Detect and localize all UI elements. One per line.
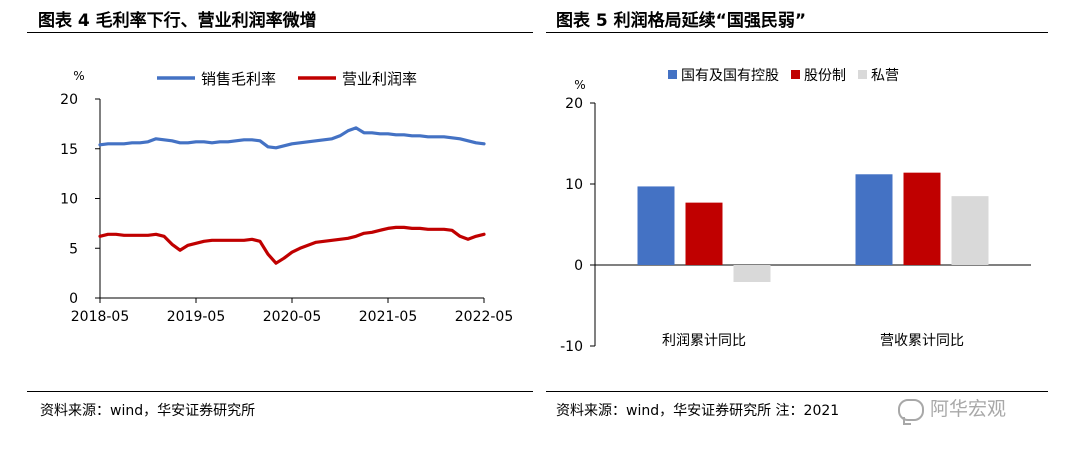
y-tick-label: 20 (565, 96, 583, 112)
left-source-note: 资料来源：wind，华安证券研究所 (40, 403, 256, 419)
y-unit-label: % (574, 78, 585, 92)
bar (855, 174, 893, 265)
bar (903, 172, 941, 265)
legend-swatch (668, 70, 677, 79)
y-tick-label: -10 (560, 339, 583, 355)
y-tick-label: 20 (60, 92, 78, 108)
legend-label: 营业利润率 (342, 70, 417, 88)
y-unit-label: % (73, 69, 84, 83)
bar (951, 196, 989, 265)
right-title-rule (546, 32, 1048, 33)
legend-label: 私营 (871, 68, 899, 84)
right-source-note: 资料来源：wind，华安证券研究所 注：2021 (556, 403, 840, 419)
legend-label: 股份制 (804, 68, 846, 84)
series-line (98, 225, 486, 265)
right-bar-chart: % -10 0 10 20 利润累计同比 营收累计同比 国有及国有控股 股份制 私营 (560, 68, 1031, 355)
legend-label: 国有及国有控股 (681, 68, 779, 84)
right-chart-title: 图表 5 利润格局延续“国强民弱” (556, 11, 807, 31)
watermark-text: 阿华宏观 (930, 398, 1007, 420)
left-title-rule (27, 32, 533, 33)
watermark: 阿华宏观 (898, 394, 1007, 425)
y-tick-label: 10 (565, 177, 583, 193)
bar (685, 202, 723, 265)
x-category-label: 营收累计同比 (880, 333, 964, 349)
left-chart-title: 图表 4 毛利率下行、营业利润率微增 (38, 11, 317, 31)
x-tick-label: 2019-05 (167, 309, 226, 325)
y-tick-label: 0 (574, 258, 583, 274)
y-tick-label: 5 (69, 241, 78, 257)
chat-bubble-icon (898, 398, 924, 425)
series-line (98, 126, 486, 150)
x-tick-label: 2021-05 (359, 309, 418, 325)
x-category-label: 利润累计同比 (662, 333, 746, 349)
y-tick-label: 10 (60, 192, 78, 208)
legend-swatch (858, 70, 867, 79)
legend-label: 销售毛利率 (201, 70, 276, 88)
left-line-chart: % 0 5 10 15 20 2018-05 2019-05 2020-05 2021-05 202… (60, 69, 514, 325)
x-tick-label: 2020-05 (263, 309, 322, 325)
y-tick-label: 0 (69, 291, 78, 307)
right-source-rule (546, 391, 1048, 392)
x-tick-label: 2018-05 (71, 309, 130, 325)
bar (733, 265, 771, 283)
left-source-rule (27, 391, 533, 392)
legend-swatch (791, 70, 800, 79)
x-tick-label: 2022-05 (455, 309, 514, 325)
y-tick-label: 15 (60, 142, 78, 158)
bar (637, 186, 675, 265)
